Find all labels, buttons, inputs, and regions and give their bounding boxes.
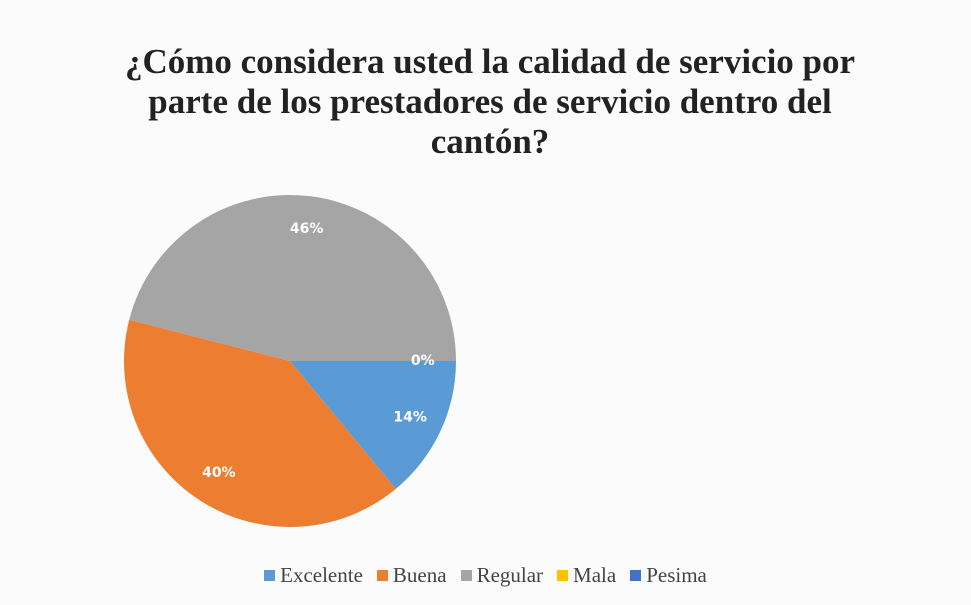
- legend-swatch: [376, 570, 388, 581]
- data-label: 14%: [393, 410, 427, 426]
- pie-slice: [290, 361, 456, 489]
- data-label: 46%: [290, 221, 324, 237]
- legend-item: Regular: [460, 563, 544, 588]
- legend-label: Excelente: [280, 563, 363, 587]
- legend-swatch: [460, 570, 472, 581]
- legend-item: Buena: [376, 563, 447, 588]
- legend-label: Pesima: [646, 563, 707, 587]
- data-label: 40%: [202, 465, 236, 481]
- legend-label: Buena: [392, 563, 447, 587]
- legend-item: Pesima: [630, 563, 707, 588]
- pie-slice: [129, 195, 456, 361]
- data-label: 0%: [411, 353, 435, 369]
- chart-title: ¿Cómo considera usted la calidad de serv…: [124, 42, 856, 161]
- pie-slice: [123, 319, 396, 528]
- legend-item: Excelente: [264, 563, 363, 588]
- legend-swatch: [630, 570, 642, 581]
- legend-swatch: [557, 570, 569, 581]
- legend-swatch: [264, 570, 276, 581]
- legend-item: Mala: [557, 563, 616, 588]
- legend-label: Mala: [573, 563, 617, 587]
- legend: Excelente Buena Regular Mala Pesima: [0, 563, 971, 588]
- legend-label: Regular: [476, 563, 544, 587]
